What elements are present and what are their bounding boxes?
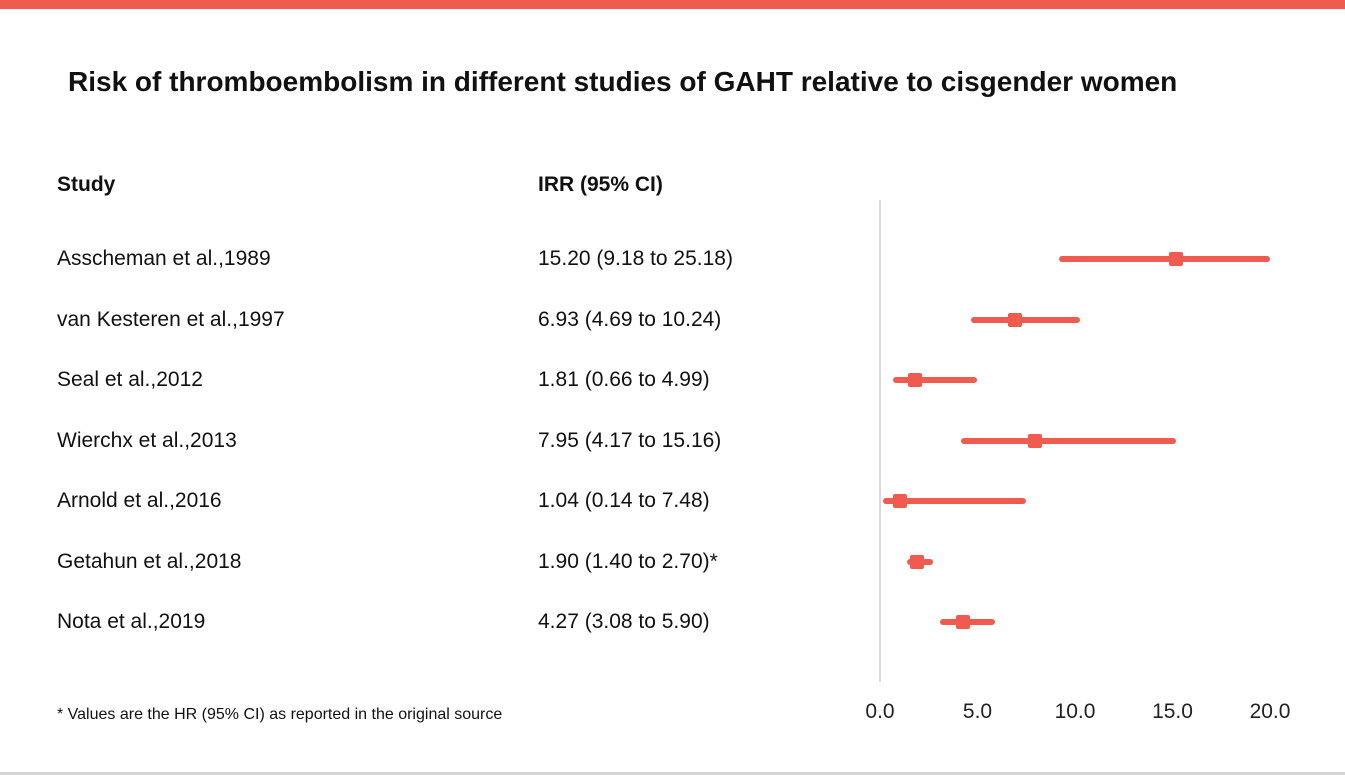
point-estimate-marker: [956, 615, 971, 630]
study-label: van Kesteren et al.,1997: [57, 307, 285, 331]
confidence-interval-line: [882, 498, 1026, 505]
x-tick-label: 15.0: [1152, 700, 1193, 723]
study-label: Asscheman et al.,1989: [57, 247, 271, 270]
footnote: * Values are the HR (95% CI) as reported…: [57, 706, 503, 723]
x-tick-label: 20.0: [1249, 700, 1291, 723]
study-label: Nota et al.,2019: [57, 610, 206, 634]
y-axis-line: [879, 200, 881, 682]
point-estimate-marker: [1028, 433, 1043, 448]
column-header-irr: IRR (95% CI): [538, 173, 663, 196]
point-estimate-marker: [893, 494, 908, 509]
x-tick-label: 10.0: [1054, 700, 1096, 723]
x-tick-label: 0.0: [865, 700, 895, 723]
chart-title: Risk of thromboembolism in different stu…: [68, 66, 1178, 97]
confidence-interval-line: [961, 437, 1176, 444]
study-label: Seal et al.,2012: [57, 368, 203, 392]
irr-value: 1.04 (0.14 to 7.48): [538, 489, 710, 513]
irr-value: 4.27 (3.08 to 5.90): [538, 610, 710, 634]
confidence-interval-line: [1059, 256, 1270, 262]
confidence-interval-line: [971, 316, 1080, 323]
study-label: Getahun et al.,2018: [57, 549, 242, 573]
point-estimate-marker: [1169, 252, 1184, 266]
study-label: Wierchx et al.,2013: [57, 428, 237, 452]
top-accent-bar: [0, 0, 1345, 9]
irr-value: 6.93 (4.69 to 10.24): [538, 307, 722, 331]
irr-value: 7.95 (4.17 to 15.16): [538, 428, 722, 452]
point-estimate-marker: [910, 554, 925, 569]
point-estimate-marker: [908, 373, 923, 388]
irr-value: 1.90 (1.40 to 2.70)*: [538, 549, 718, 573]
point-estimate-marker: [1008, 312, 1023, 327]
irr-value: 1.81 (0.66 to 4.99): [538, 368, 710, 392]
irr-value: 15.20 (9.18 to 25.18): [538, 247, 733, 270]
x-tick-label: 5.0: [962, 700, 993, 723]
column-header-study: Study: [57, 173, 116, 196]
confidence-interval-line: [892, 377, 978, 384]
study-label: Arnold et al.,2016: [57, 489, 222, 513]
